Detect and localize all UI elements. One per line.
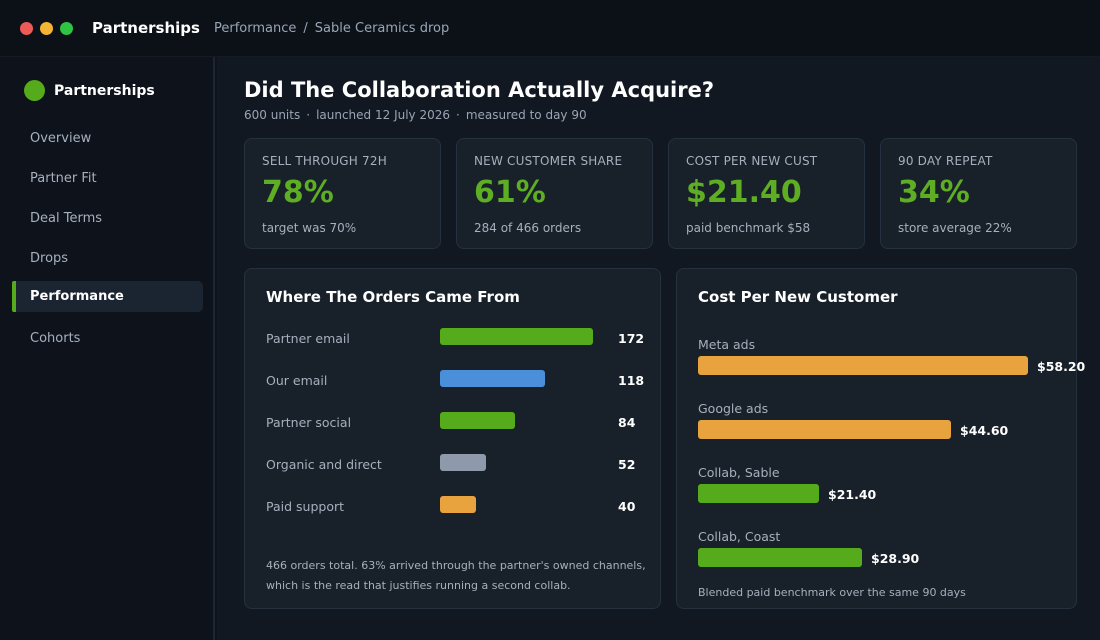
stat-note: 284 of 466 orders bbox=[474, 221, 582, 235]
stat-note: store average 22% bbox=[898, 221, 1012, 235]
order-source-bar bbox=[440, 454, 486, 471]
stat-value: 78% bbox=[262, 175, 334, 210]
cost-channel-bar bbox=[698, 484, 819, 503]
stat-label: SELL THROUGH 72H bbox=[262, 154, 387, 168]
sidebar: Partnerships Overview Partner Fit Deal T… bbox=[0, 57, 215, 640]
cost-per-customer-panel: Cost Per New Customer Meta ads $58.20 Go… bbox=[676, 268, 1085, 609]
order-source-bar bbox=[440, 496, 476, 513]
stat-card-sell-through: SELL THROUGH 72H 78% target was 70% bbox=[244, 138, 441, 249]
order-source-bar bbox=[440, 370, 545, 387]
cost-channel-value: $44.60 bbox=[960, 423, 1009, 438]
page-title: Did The Collaboration Actually Acquire? bbox=[244, 78, 715, 102]
breadcrumb-performance[interactable]: Performance bbox=[214, 21, 297, 36]
panel-title: Cost Per New Customer bbox=[698, 288, 898, 306]
meta-measure-window: measured to day 90 bbox=[465, 108, 587, 122]
minimize-window-button[interactable] bbox=[40, 22, 53, 35]
cost-channel-bar bbox=[698, 356, 1028, 375]
order-source-count: 118 bbox=[618, 373, 645, 388]
breadcrumb: Performance / Sable Ceramics drop bbox=[214, 21, 449, 36]
order-source-label: Our email bbox=[266, 373, 328, 388]
panel-title: Where The Orders Came From bbox=[266, 288, 520, 306]
cost-channel-value: $58.20 bbox=[1037, 359, 1086, 374]
order-source-bar bbox=[440, 328, 593, 345]
sidebar-item-performance[interactable]: Performance bbox=[12, 281, 203, 312]
sidebar-brand: Partnerships bbox=[54, 83, 155, 99]
stat-note: target was 70% bbox=[262, 221, 357, 235]
order-source-count: 40 bbox=[618, 499, 636, 514]
stat-value: $21.40 bbox=[686, 175, 802, 210]
order-source-count: 52 bbox=[618, 457, 636, 472]
order-source-label: Paid support bbox=[266, 499, 345, 514]
sidebar-item-deal-terms[interactable]: Deal Terms bbox=[30, 211, 103, 226]
cost-channel-value: $28.90 bbox=[871, 551, 920, 566]
stat-value: 61% bbox=[474, 175, 546, 210]
order-source-label: Partner email bbox=[266, 331, 350, 346]
breadcrumb-separator: / bbox=[303, 21, 308, 36]
stat-card-90-day-repeat: 90 DAY REPEAT 34% store average 22% bbox=[880, 138, 1077, 249]
window-titlebar: Partnerships Performance / Sable Ceramics … bbox=[0, 0, 1100, 57]
stat-card-cost-per-new-customer: COST PER NEW CUST $21.40 paid benchmark … bbox=[668, 138, 865, 249]
stat-label: 90 DAY REPEAT bbox=[898, 154, 993, 168]
order-source-label: Organic and direct bbox=[266, 457, 382, 472]
cost-channel-label: Meta ads bbox=[698, 337, 756, 352]
order-source-count: 172 bbox=[618, 331, 645, 346]
cost-channel-value: $21.40 bbox=[828, 487, 877, 502]
sidebar-item-drops[interactable]: Drops bbox=[30, 251, 69, 266]
stat-card-new-customer-share: NEW CUSTOMER SHARE 61% 284 of 466 orders bbox=[456, 138, 653, 249]
sidebar-item-overview[interactable]: Overview bbox=[30, 131, 92, 146]
close-window-button[interactable] bbox=[20, 22, 33, 35]
order-source-bar bbox=[440, 412, 515, 429]
maximize-window-button[interactable] bbox=[60, 22, 73, 35]
cost-channel-bar bbox=[698, 420, 951, 439]
sidebar-item-cohorts[interactable]: Cohorts bbox=[30, 331, 81, 346]
main-content: Did The Collaboration Actually Acquire? … bbox=[217, 57, 1100, 640]
page-meta: 600 units · launched 12 July 2026 · measured… bbox=[244, 108, 587, 122]
meta-separator: · bbox=[306, 108, 311, 122]
orders-footnote: 466 orders total. 63% arrived through th… bbox=[266, 559, 646, 592]
stat-note: paid benchmark $58 bbox=[686, 221, 811, 235]
cost-channel-label: Google ads bbox=[698, 401, 769, 416]
meta-launch-date: launched 12 July 2026 bbox=[316, 108, 450, 122]
brand-logo-icon bbox=[24, 80, 45, 101]
cost-channel-label: Collab, Coast bbox=[698, 529, 781, 544]
stat-label: NEW CUSTOMER SHARE bbox=[474, 154, 623, 168]
app-title: Partnerships bbox=[92, 19, 200, 37]
stat-value: 34% bbox=[898, 175, 970, 210]
cost-footnote: Blended paid benchmark over the same 90 … bbox=[698, 586, 966, 599]
cost-channel-label: Collab, Sable bbox=[698, 465, 780, 480]
order-source-count: 84 bbox=[618, 415, 636, 430]
cost-channel-bar bbox=[698, 548, 862, 567]
orders-source-panel: Where The Orders Came From Partner email… bbox=[244, 268, 661, 609]
meta-separator: · bbox=[456, 108, 460, 122]
stat-label: COST PER NEW CUST bbox=[686, 154, 818, 168]
meta-units: 600 units bbox=[244, 108, 301, 122]
order-source-label: Partner social bbox=[266, 415, 352, 430]
sidebar-item-partner-fit[interactable]: Partner Fit bbox=[30, 171, 97, 186]
breadcrumb-current: Sable Ceramics drop bbox=[314, 21, 450, 36]
